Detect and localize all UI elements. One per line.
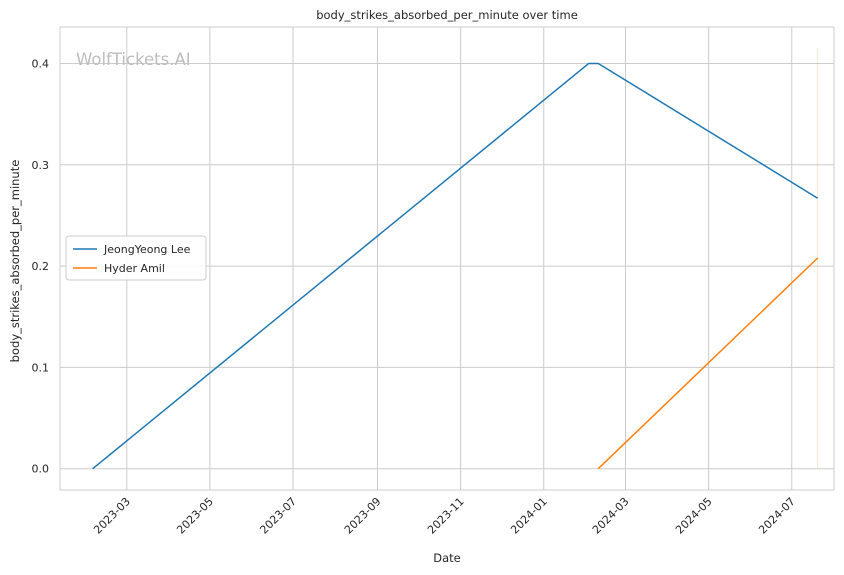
x-axis-ticks: 2023-03 2023-05 2023-07 2023-09 2023-11 2024-… [91,495,798,537]
watermark: WolfTickets.AI [76,50,191,69]
x-tick-label: 2023-11 [425,495,467,537]
x-axis-label: Date [433,551,461,565]
y-tick-label: 0.2 [32,260,50,273]
x-tick-label: 2024-07 [756,495,798,537]
x-tick-label: 2024-01 [508,495,550,537]
legend-label-jeongyeong-lee: JeongYeong Lee [103,243,191,256]
y-axis-label: body_strikes_absorbed_per_minute [8,160,22,363]
series-layer [92,48,819,470]
series-line-hyder-amil [597,257,819,470]
legend-label-hyder-amil: Hyder Amil [104,262,165,275]
y-tick-label: 0.0 [32,463,50,476]
y-tick-label: 0.1 [32,361,50,374]
x-tick-label: 2024-03 [590,495,632,537]
x-tick-label: 2023-03 [91,495,133,537]
x-tick-label: 2023-05 [174,495,216,537]
legend: JeongYeong Lee Hyder Amil [65,235,207,281]
legend-box [65,235,207,281]
y-tick-label: 0.3 [32,159,50,172]
x-tick-label: 2023-07 [257,495,299,537]
y-tick-label: 0.4 [32,57,50,70]
x-tick-label: 2024-05 [673,495,715,537]
y-axis-ticks: 0.0 0.1 0.2 0.3 0.4 [32,57,50,475]
chart-title: body_strikes_absorbed_per_minute over ti… [316,8,578,22]
series-line-jeongyeong-lee [92,62,819,470]
x-tick-label: 2023-09 [342,495,384,537]
gridlines [60,27,834,490]
